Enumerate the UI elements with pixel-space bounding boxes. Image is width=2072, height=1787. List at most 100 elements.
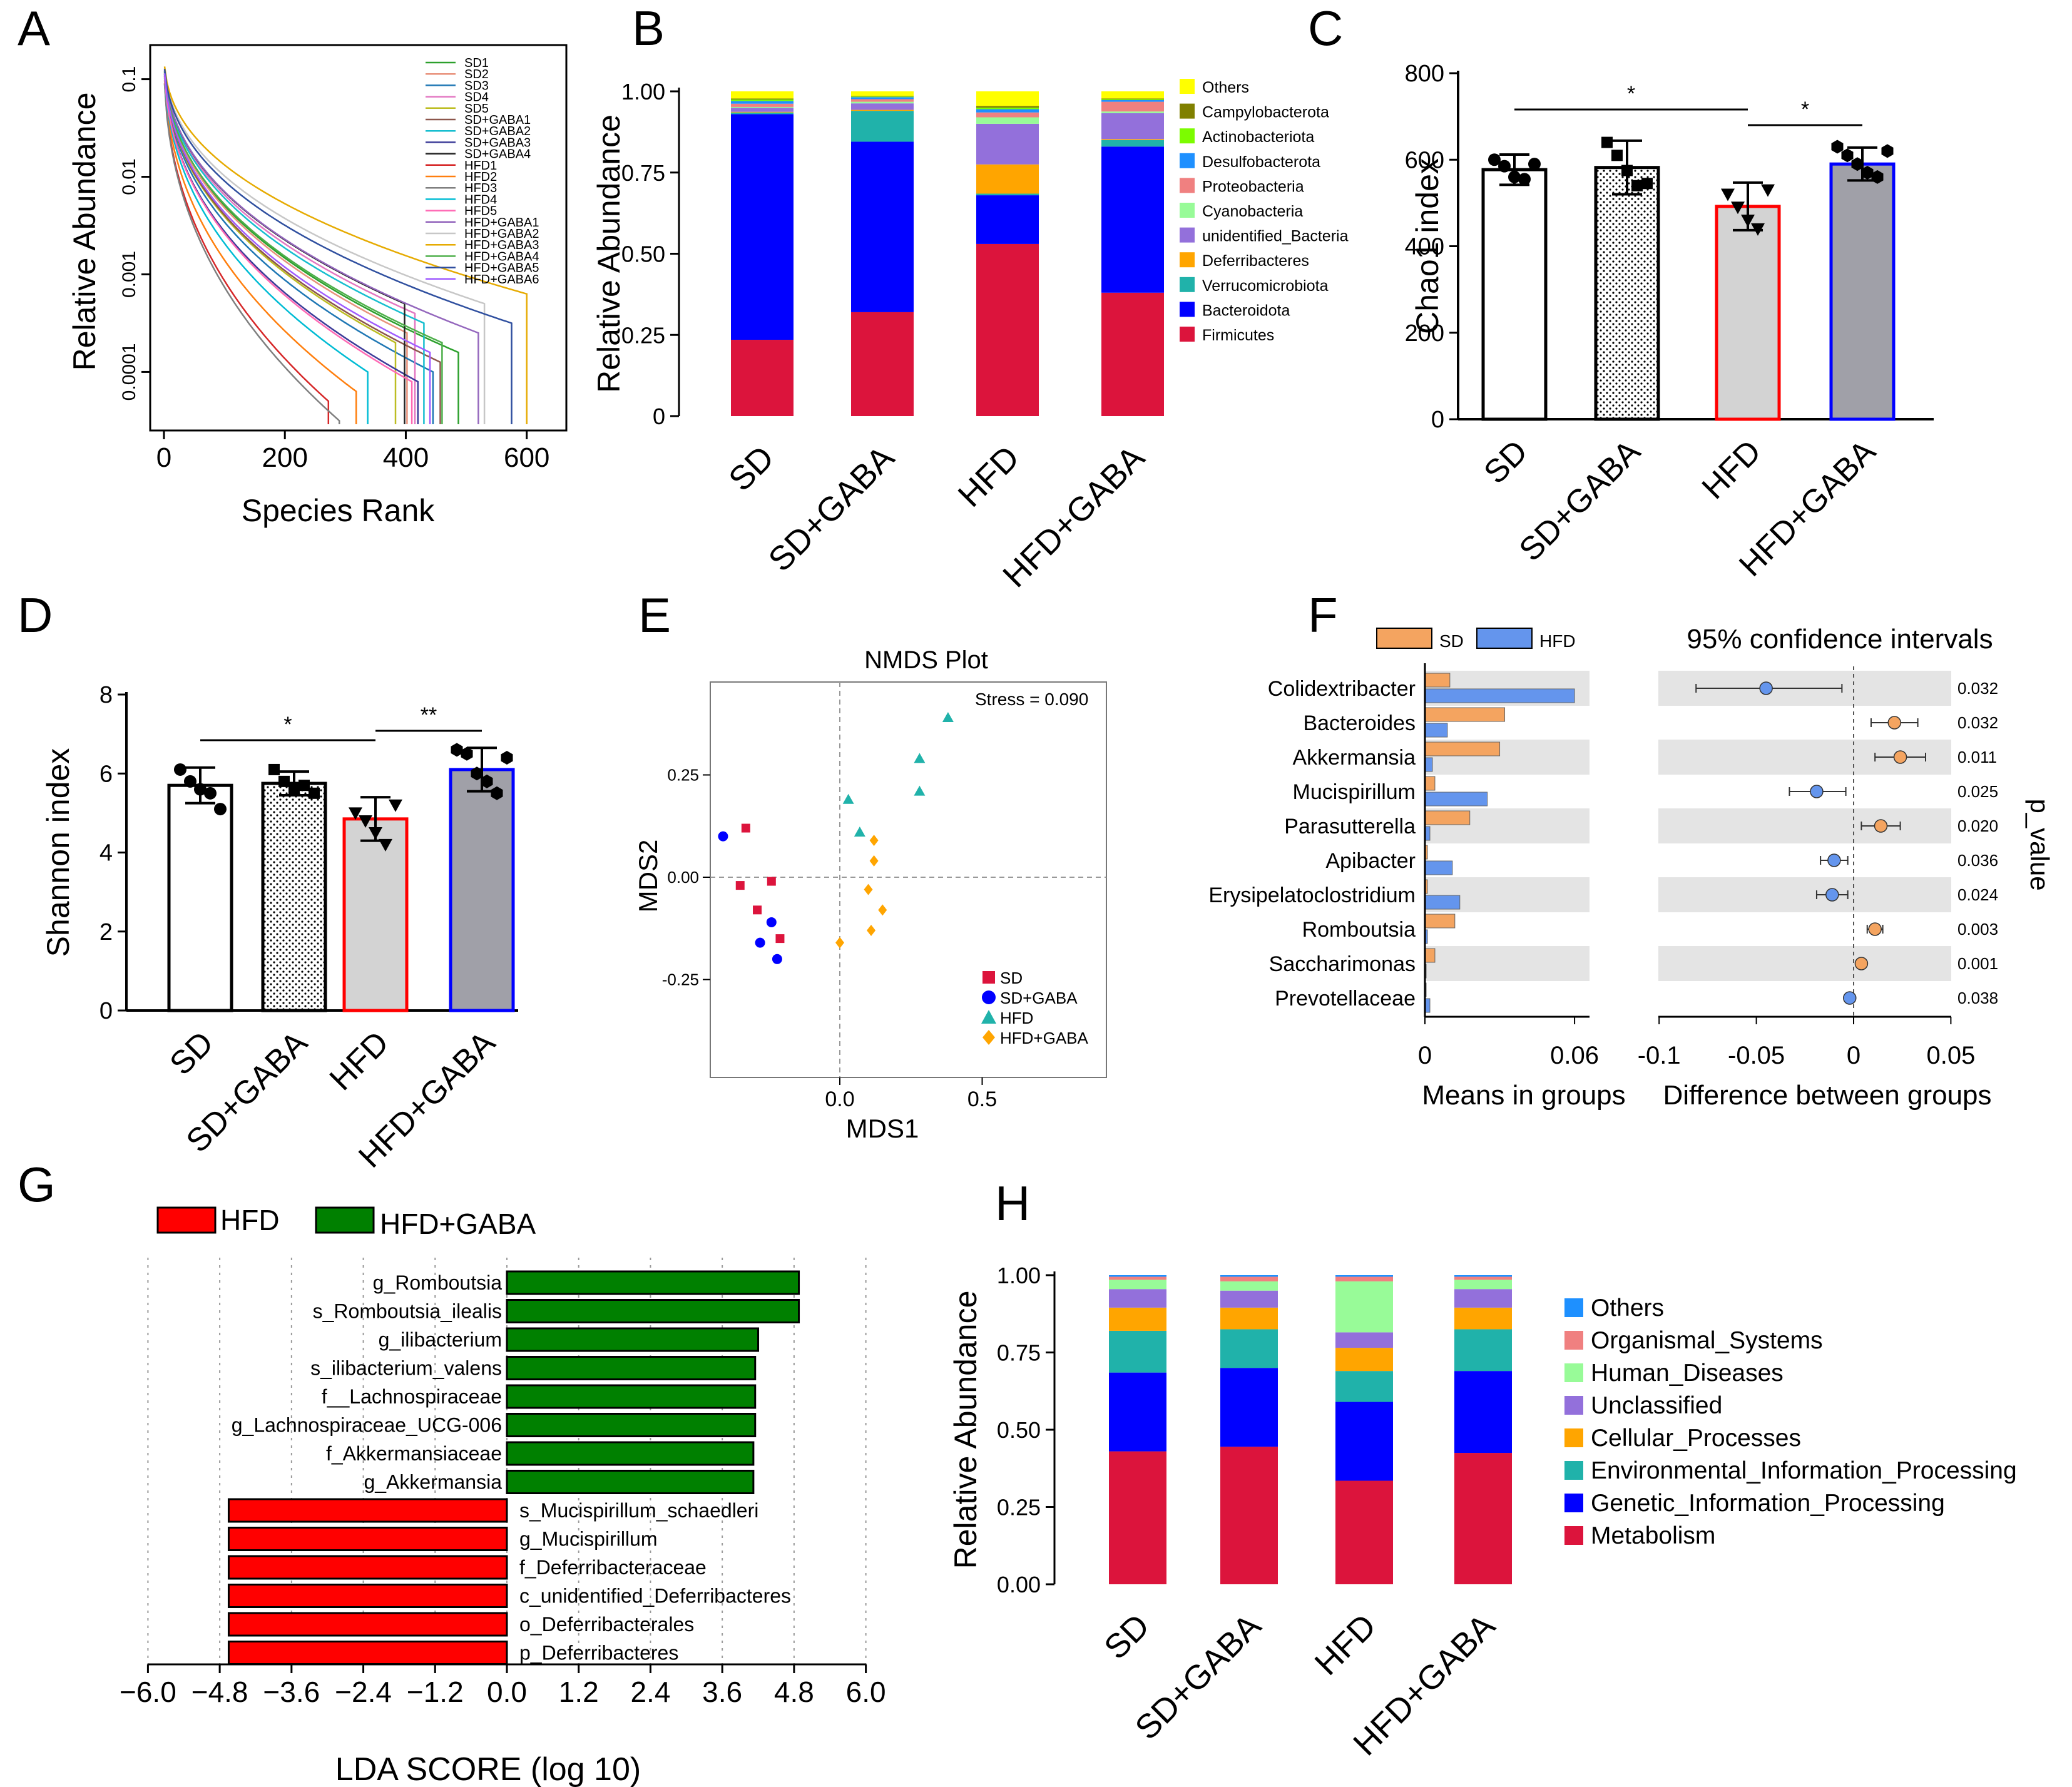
data-point xyxy=(1741,215,1755,228)
data-point xyxy=(1841,148,1854,163)
legend-swatch xyxy=(1564,1331,1583,1350)
taxon-label: Bacteroides xyxy=(1303,711,1416,735)
lda-bar xyxy=(227,1641,508,1665)
x-axis-label: LDA SCORE (log 10) xyxy=(335,1751,641,1787)
bar-segment-Organismal_Systems xyxy=(1220,1276,1278,1281)
bar-segment-Others xyxy=(1220,1275,1278,1277)
legend-label: HFD+GABA5 xyxy=(464,262,539,275)
legend-marker xyxy=(982,1030,995,1045)
x-tick-label: 3.6 xyxy=(702,1676,742,1708)
legend-label: HFD+GABA3 xyxy=(464,238,539,252)
bar-segment-Others xyxy=(976,91,1039,106)
scatter-point-SD+GABA xyxy=(718,831,728,842)
difference-point xyxy=(1759,681,1773,695)
row-band xyxy=(1658,808,1951,843)
bar-segment-Cyanobacteria xyxy=(976,117,1039,124)
legend-swatch xyxy=(1564,1363,1583,1382)
taxon-label: s_ilibacterium_valens xyxy=(310,1357,502,1380)
x-tick-label: -0.1 xyxy=(1638,1042,1681,1069)
x-tick-label: −3.6 xyxy=(263,1676,320,1708)
bar-segment-Human_Diseases xyxy=(1335,1281,1393,1333)
bar-segment-Verrucomicrobiota xyxy=(1101,140,1164,147)
taxon-label: c_unidentified_Deferribacteres xyxy=(519,1585,791,1607)
bar-segment-Desulfobacterota xyxy=(976,109,1039,113)
bar-segment-Actinobacteriota xyxy=(976,107,1039,109)
taxon-label: f_Deferribacteraceae xyxy=(519,1556,707,1579)
bar-segment-Firmicutes xyxy=(1101,292,1164,416)
legend-label: Metabolism xyxy=(1591,1522,1715,1549)
bar-segment-Firmicutes xyxy=(731,340,794,416)
data-point xyxy=(1831,140,1844,154)
mean-bar-sd xyxy=(1424,914,1456,929)
bar-segment-Deferribacteres xyxy=(851,109,914,111)
taxon-label: Prevotellaceae xyxy=(1275,987,1416,1011)
mean-bar-SD+GABA xyxy=(1594,166,1660,421)
bar-segment-Cellular_Processes xyxy=(1454,1307,1512,1330)
row-band xyxy=(1425,946,1590,981)
x-tick-label: HFD xyxy=(323,1024,396,1097)
bar-segment-Others xyxy=(1109,1275,1166,1277)
lda-bar xyxy=(506,1441,755,1466)
scatter-point-HFD xyxy=(854,827,865,837)
x-tick-label: 1.2 xyxy=(559,1676,599,1708)
legend-swatch xyxy=(1180,227,1195,243)
bar-segment-Genetic_Information_Processing xyxy=(1454,1371,1512,1454)
bar-segment-Verrucomicrobiota xyxy=(976,193,1039,196)
bar-segment-Human_Diseases xyxy=(1454,1280,1512,1290)
taxon-label: Colidextribacter xyxy=(1268,677,1416,701)
y-tick-label: 0.50 xyxy=(997,1417,1041,1443)
legend-label: SD xyxy=(1439,631,1464,651)
x-tick-label: 4.8 xyxy=(774,1676,814,1708)
bar-segment-Firmicutes xyxy=(851,312,914,416)
bar-segment-Unclassified xyxy=(1335,1332,1393,1348)
panel-label-g: G xyxy=(18,1157,56,1212)
bar-segment-Genetic_Information_Processing xyxy=(1220,1368,1278,1447)
taxon-label: Akkermansia xyxy=(1292,746,1416,770)
mean-bar-hfd xyxy=(1424,792,1488,807)
stress-annotation: Stress = 0.090 xyxy=(975,690,1088,709)
data-point xyxy=(288,783,300,795)
y-tick-label: 0.75 xyxy=(621,160,665,186)
difference-point xyxy=(1825,888,1839,902)
data-point xyxy=(481,774,493,788)
difference-point xyxy=(1893,750,1907,764)
x-tick-label: 2.4 xyxy=(630,1676,670,1708)
x-tick-label: HFD xyxy=(1695,433,1768,506)
bar-segment-Bacteroidota xyxy=(976,195,1039,244)
significance-label: ** xyxy=(421,703,437,727)
lda-bar xyxy=(227,1584,508,1608)
legend-swatch xyxy=(1476,628,1533,649)
legend-label: HFD4 xyxy=(464,193,497,206)
bar-segment-Proteobacteria xyxy=(731,103,794,107)
bar-segment-Cellular_Processes xyxy=(1335,1348,1393,1372)
bar-segment-Others xyxy=(1335,1275,1393,1277)
x-axis-label: Difference between groups xyxy=(1663,1080,1991,1111)
data-point xyxy=(214,803,227,816)
rank-curve-HFD2 xyxy=(163,80,357,424)
plot-frame xyxy=(710,681,1107,1078)
taxon-label: g_ilibacterium xyxy=(379,1328,502,1351)
bar-segment-Actinobacteriota xyxy=(851,96,914,98)
legend-label: SD5 xyxy=(464,102,489,116)
mean-bar-SD xyxy=(1481,168,1548,421)
y-tick-label: 0.001 xyxy=(119,251,140,298)
row-band xyxy=(1658,946,1951,981)
x-tick-label: HFD xyxy=(951,439,1027,514)
scatter-point-HFD+GABA xyxy=(867,925,876,937)
legend-label: Human_Diseases xyxy=(1591,1360,1784,1387)
data-point xyxy=(1731,201,1745,215)
bar-segment-Cellular_Processes xyxy=(1220,1307,1278,1330)
rank-curve-HFD+GABA1 xyxy=(163,70,479,424)
data-point xyxy=(1721,188,1735,201)
y-tick-label: 8 xyxy=(100,682,113,708)
bar-segment-Environmental_Information_Processing xyxy=(1220,1329,1278,1368)
x-tick-label: SD xyxy=(722,439,781,498)
legend-swatch xyxy=(1180,79,1195,94)
y-axis-label: p_value xyxy=(2025,798,2054,890)
p-value: 0.025 xyxy=(1957,782,1998,801)
legend-marker xyxy=(982,990,996,1004)
scatter-point-HFD xyxy=(942,711,954,722)
legend-label: Actinobacteriota xyxy=(1202,128,1314,146)
data-point xyxy=(1518,173,1531,186)
panel-label-d: D xyxy=(18,588,53,643)
